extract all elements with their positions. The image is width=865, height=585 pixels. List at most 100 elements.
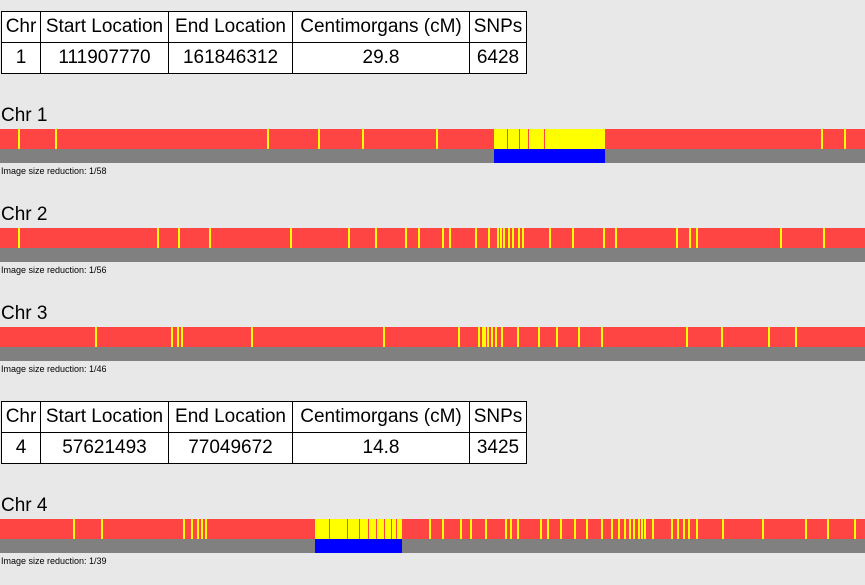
snp-match-mark — [485, 519, 487, 539]
snp-match-mark — [495, 327, 497, 347]
snp-mismatch-mark — [544, 129, 545, 149]
snp-match-mark — [470, 519, 472, 539]
cell-end-location: 77049672 — [168, 432, 293, 464]
cell-chr: 4 — [1, 432, 41, 464]
snp-match-mark — [512, 228, 514, 248]
snp-match-mark — [644, 519, 646, 539]
snp-match-mark — [442, 228, 444, 248]
image-size-reduction-label: Image size reduction: 1/56 — [1, 265, 107, 275]
snp-match-mark — [95, 327, 97, 347]
snp-match-mark — [629, 519, 631, 539]
header-centimorgans: Centimorgans (cM) — [292, 11, 470, 43]
snp-match-mark — [510, 519, 512, 539]
snp-match-mark — [696, 519, 698, 539]
cell-end-location: 161846312 — [168, 42, 293, 74]
snp-match-mark — [624, 519, 626, 539]
chromosome-title: Chr 1 — [1, 105, 48, 126]
snp-match-mark — [844, 129, 846, 149]
table-row: 1 111907770 161846312 29.8 6428 — [1, 42, 527, 74]
cell-start-location: 57621493 — [40, 432, 169, 464]
snp-match-mark — [795, 327, 797, 347]
snp-match-mark — [827, 519, 829, 539]
cell-centimorgans: 29.8 — [292, 42, 470, 74]
matched-segment-track — [0, 248, 865, 262]
chromosome-comparison-bar — [0, 228, 865, 248]
snp-mismatch-mark — [376, 519, 377, 539]
snp-match-mark — [478, 327, 480, 347]
snp-match-mark — [518, 228, 520, 248]
snp-match-mark — [686, 327, 688, 347]
snp-match-mark — [436, 129, 438, 149]
snp-match-mark — [177, 327, 179, 347]
cell-snps: 6428 — [469, 42, 527, 74]
snp-match-mark — [251, 327, 253, 347]
chromosome-title: Chr 4 — [1, 495, 48, 516]
snp-mismatch-mark — [359, 519, 360, 539]
snp-match-mark — [538, 327, 540, 347]
table-header-row: Chr Start Location End Location Centimor… — [1, 11, 527, 43]
snp-mismatch-mark — [507, 129, 508, 149]
snp-match-mark — [429, 519, 431, 539]
snp-match-mark — [615, 228, 617, 248]
snp-match-mark — [267, 129, 269, 149]
snp-match-mark — [611, 519, 613, 539]
snp-match-mark — [18, 129, 20, 149]
snp-match-mark — [823, 228, 825, 248]
header-start-location: Start Location — [40, 11, 169, 43]
snp-match-mark — [501, 327, 503, 347]
snp-match-mark — [178, 228, 180, 248]
snp-match-mark — [500, 228, 502, 248]
snp-match-mark — [484, 327, 486, 347]
snp-match-mark — [854, 519, 856, 539]
snp-match-mark — [362, 129, 364, 149]
cell-chr: 1 — [1, 42, 41, 74]
matched-segment-track — [0, 347, 865, 361]
snp-mismatch-mark — [391, 519, 392, 539]
snp-mismatch-mark — [528, 129, 529, 149]
snp-match-mark — [805, 519, 807, 539]
snp-match-mark — [652, 519, 654, 539]
snp-match-mark — [572, 228, 574, 248]
snp-match-mark — [458, 327, 460, 347]
match-table-2: Chr Start Location End Location Centimor… — [1, 401, 527, 464]
snp-match-mark — [762, 519, 764, 539]
snp-match-mark — [556, 327, 558, 347]
header-centimorgans: Centimorgans (cM) — [292, 401, 470, 433]
snp-match-mark — [689, 228, 691, 248]
snp-match-mark — [549, 228, 551, 248]
snp-match-mark — [722, 519, 724, 539]
image-size-reduction-label: Image size reduction: 1/58 — [1, 166, 107, 176]
snp-match-mark — [488, 228, 490, 248]
chromosome-title: Chr 3 — [1, 303, 48, 324]
snp-match-mark — [683, 519, 685, 539]
header-end-location: End Location — [168, 11, 293, 43]
snp-match-mark — [540, 519, 542, 539]
chromosome-title: Chr 2 — [1, 204, 48, 225]
snp-match-mark — [578, 327, 580, 347]
snp-match-mark — [574, 519, 576, 539]
snp-match-mark — [475, 228, 477, 248]
snp-match-mark — [375, 228, 377, 248]
snp-mismatch-mark — [329, 519, 330, 539]
snp-match-mark — [197, 519, 199, 539]
snp-match-mark — [517, 519, 519, 539]
snp-match-mark — [460, 519, 462, 539]
matched-segment-track — [0, 539, 865, 553]
table-header-row: Chr Start Location End Location Centimor… — [1, 401, 527, 433]
snp-mismatch-mark — [384, 519, 385, 539]
snp-match-mark — [768, 327, 770, 347]
snp-match-mark — [676, 228, 678, 248]
image-size-reduction-label: Image size reduction: 1/39 — [1, 556, 107, 566]
snp-match-mark — [183, 519, 185, 539]
snp-match-mark — [348, 228, 350, 248]
snp-match-mark — [503, 228, 505, 248]
snp-match-mark — [601, 327, 603, 347]
snp-match-mark — [442, 519, 444, 539]
snp-match-mark — [491, 327, 493, 347]
matched-segment-highlight — [315, 539, 402, 553]
snp-match-mark — [603, 228, 605, 248]
snp-match-mark — [171, 327, 173, 347]
snp-match-mark — [191, 519, 193, 539]
snp-mismatch-mark — [396, 519, 397, 539]
snp-match-mark — [821, 129, 823, 149]
